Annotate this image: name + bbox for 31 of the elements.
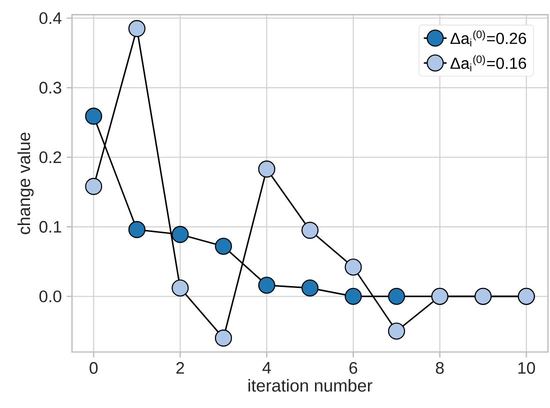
x-tick-label: 0 xyxy=(90,362,98,374)
y-tick-label: 0.0 xyxy=(39,290,62,302)
y-tick-label: 0.2 xyxy=(39,151,62,164)
point xyxy=(258,276,276,294)
y-tick-label: 0.3 xyxy=(39,82,62,94)
x-tick-label: 4 xyxy=(262,362,271,374)
x-axis-title: iteration number xyxy=(248,378,372,392)
x-tick-label: 10 xyxy=(518,362,535,374)
point xyxy=(344,288,362,305)
point xyxy=(344,258,362,276)
y-axis-title: change value xyxy=(17,132,34,234)
point xyxy=(388,322,406,340)
point xyxy=(214,238,232,255)
legend-label: Δa$_{i}$$^{(0)}$=0.16 xyxy=(450,55,526,72)
point xyxy=(128,221,146,238)
point xyxy=(172,226,189,243)
point xyxy=(301,279,319,297)
point xyxy=(85,108,102,125)
x-tick-label: 6 xyxy=(349,362,358,374)
y-tick-label: 0.1 xyxy=(39,220,62,233)
y-tick-label: 0.4 xyxy=(39,12,62,24)
point xyxy=(388,288,406,305)
legend-label: Δa$_{i}$$^{(0)}$=0.26 xyxy=(450,30,526,46)
point xyxy=(301,222,319,239)
point xyxy=(258,160,276,178)
point xyxy=(172,279,189,297)
point xyxy=(128,20,146,38)
x-tick-label: 2 xyxy=(176,362,184,374)
x-tick-label: 8 xyxy=(436,362,444,374)
point xyxy=(85,178,102,195)
point xyxy=(214,330,232,347)
